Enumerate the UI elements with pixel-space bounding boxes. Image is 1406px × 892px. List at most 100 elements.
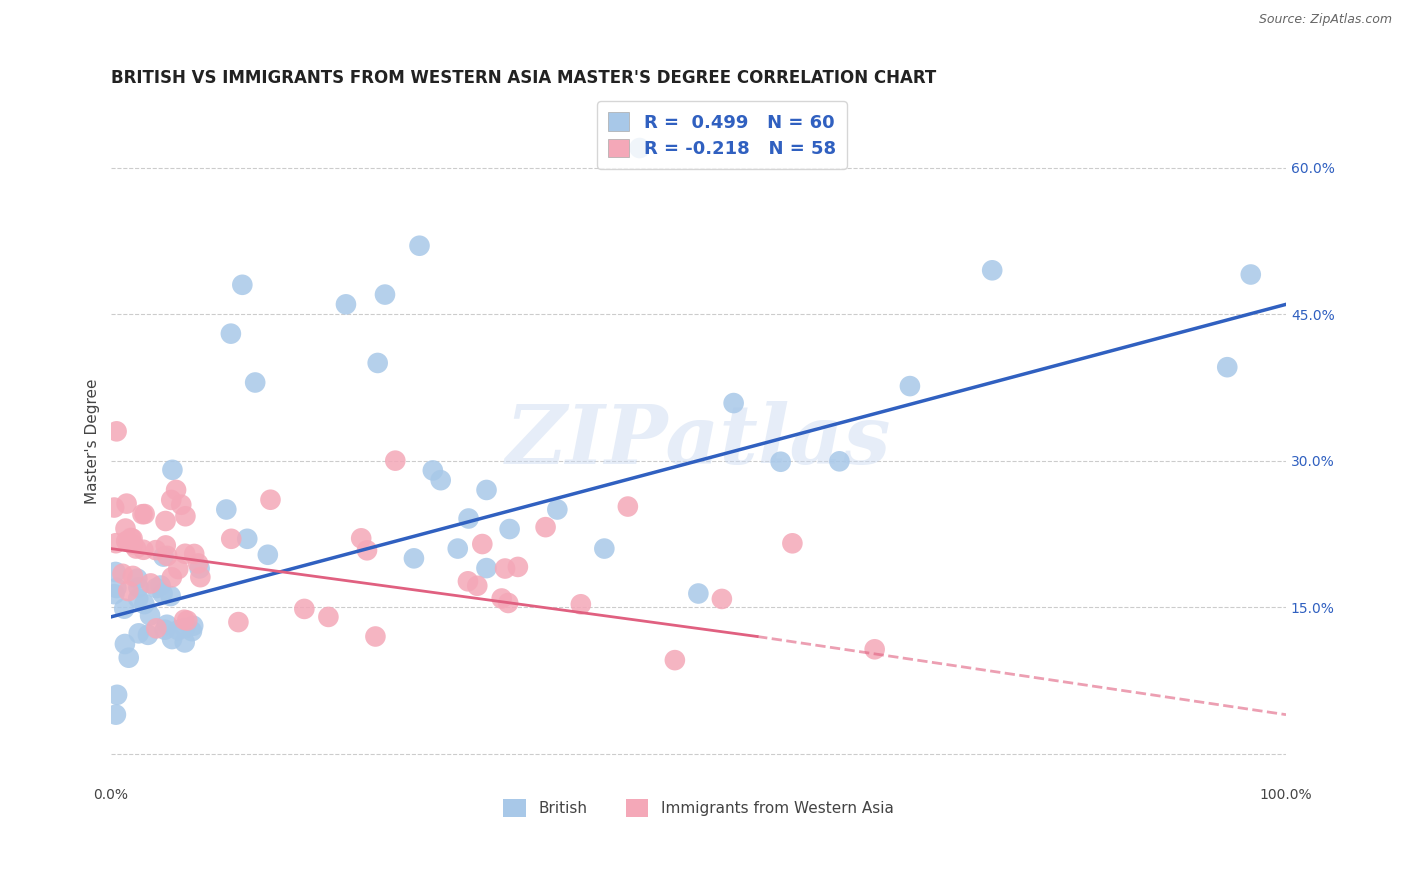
Point	[219, 326, 242, 341]
Point	[134, 597, 156, 611]
Point	[335, 297, 357, 311]
Point	[127, 581, 149, 595]
Point	[173, 621, 195, 635]
Point	[134, 507, 156, 521]
Point	[569, 597, 592, 611]
Point	[402, 551, 425, 566]
Point	[115, 497, 138, 511]
Point	[356, 543, 378, 558]
Point	[114, 637, 136, 651]
Point	[162, 463, 184, 477]
Point	[228, 615, 250, 629]
Point	[1240, 268, 1263, 282]
Point	[114, 522, 136, 536]
Point	[103, 587, 125, 601]
Point	[188, 561, 211, 575]
Point	[145, 581, 167, 595]
Point	[828, 454, 851, 468]
Point	[236, 532, 259, 546]
Point	[170, 498, 193, 512]
Point	[710, 591, 733, 606]
Text: Source: ZipAtlas.com: Source: ZipAtlas.com	[1258, 13, 1392, 27]
Point	[491, 591, 513, 606]
Point	[156, 549, 179, 563]
Point	[104, 565, 127, 579]
Point	[256, 548, 278, 562]
Point	[128, 626, 150, 640]
Point	[183, 547, 205, 561]
Point	[153, 623, 176, 637]
Point	[364, 630, 387, 644]
Point	[457, 511, 479, 525]
Point	[498, 522, 520, 536]
Point	[145, 621, 167, 635]
Point	[132, 542, 155, 557]
Point	[104, 536, 127, 550]
Point	[593, 541, 616, 556]
Point	[152, 549, 174, 564]
Point	[155, 514, 177, 528]
Point	[159, 589, 181, 603]
Point	[318, 610, 340, 624]
Point	[723, 396, 745, 410]
Point	[187, 557, 209, 571]
Point	[121, 569, 143, 583]
Point	[167, 623, 190, 637]
Point	[628, 141, 651, 155]
Point	[408, 238, 430, 252]
Point	[131, 507, 153, 521]
Point	[149, 578, 172, 592]
Point	[981, 263, 1004, 277]
Point	[121, 537, 143, 551]
Point	[1216, 360, 1239, 375]
Point	[429, 473, 451, 487]
Point	[219, 532, 242, 546]
Point	[160, 632, 183, 646]
Point	[471, 537, 494, 551]
Point	[136, 628, 159, 642]
Point	[496, 596, 519, 610]
Point	[494, 561, 516, 575]
Point	[165, 483, 187, 497]
Point	[863, 642, 886, 657]
Point	[181, 624, 204, 639]
Y-axis label: Master's Degree: Master's Degree	[86, 378, 100, 504]
Point	[139, 608, 162, 623]
Point	[174, 509, 197, 524]
Point	[139, 576, 162, 591]
Point	[115, 534, 138, 549]
Point	[534, 520, 557, 534]
Point	[374, 287, 396, 301]
Point	[898, 379, 921, 393]
Point	[127, 572, 149, 586]
Point	[155, 538, 177, 552]
Point	[259, 492, 281, 507]
Point	[243, 376, 266, 390]
Point	[173, 635, 195, 649]
Point	[117, 584, 139, 599]
Point	[617, 500, 640, 514]
Text: ZIPatlas: ZIPatlas	[506, 401, 891, 481]
Point	[160, 492, 183, 507]
Point	[145, 543, 167, 558]
Point	[664, 653, 686, 667]
Point	[176, 614, 198, 628]
Point	[188, 570, 211, 584]
Point	[173, 613, 195, 627]
Point	[111, 566, 134, 581]
Point	[118, 650, 141, 665]
Point	[422, 463, 444, 477]
Point	[465, 579, 488, 593]
Point	[167, 562, 190, 576]
Point	[367, 356, 389, 370]
Point	[105, 688, 128, 702]
Point	[769, 455, 792, 469]
Point	[105, 581, 128, 595]
Point	[104, 707, 127, 722]
Point	[125, 541, 148, 556]
Legend: British, Immigrants from Western Asia: British, Immigrants from Western Asia	[498, 792, 900, 823]
Point	[120, 531, 142, 545]
Point	[160, 570, 183, 584]
Point	[121, 532, 143, 546]
Point	[174, 547, 197, 561]
